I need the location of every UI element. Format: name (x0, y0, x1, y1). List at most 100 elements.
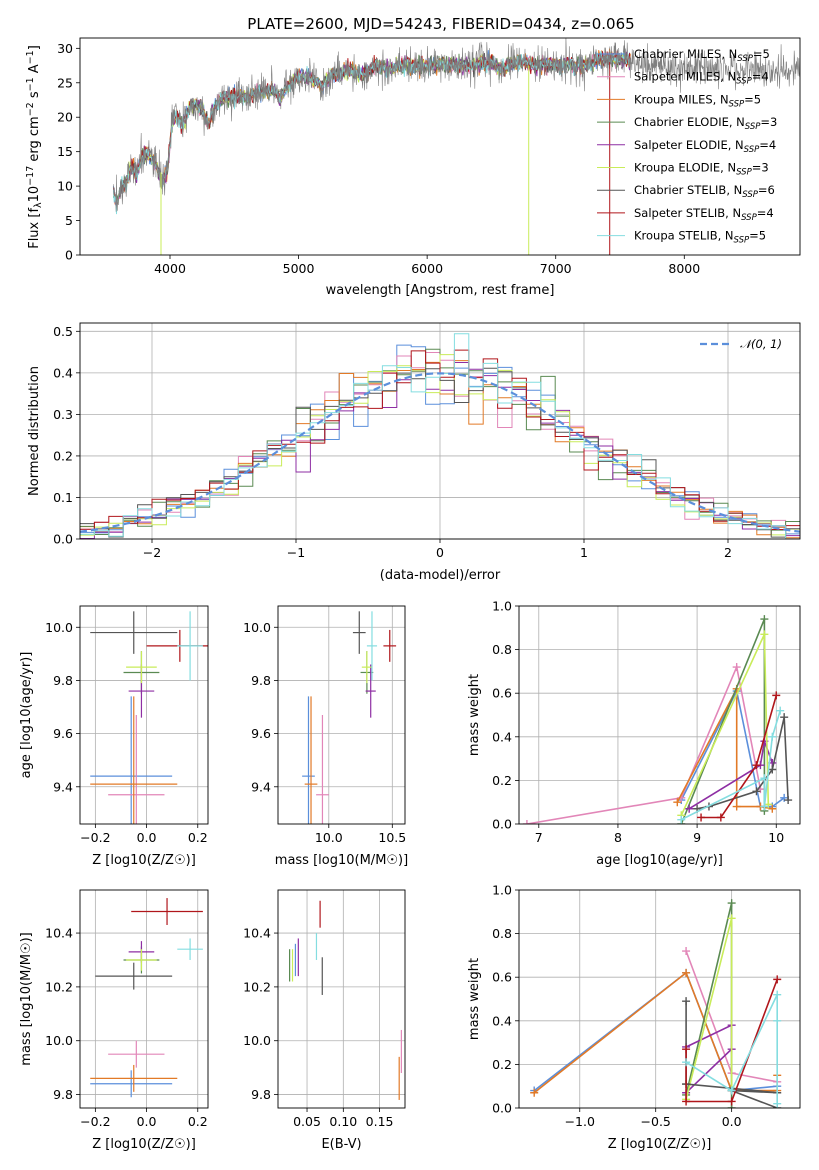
histogram-step (80, 333, 800, 539)
legend-label: Kroupa STELIB, NSSP=5 (634, 229, 766, 246)
axis-label: mass weight (467, 958, 482, 1040)
weight-marker (773, 1099, 782, 1108)
y-tick-label: 10.4 (243, 926, 271, 941)
weight-marker (760, 630, 769, 639)
weight-marker (727, 914, 736, 923)
y-tick-label: 9.4 (53, 779, 73, 794)
plot-area (90, 898, 203, 1098)
weight-line (685, 1023, 733, 1094)
x-tick-label: 1 (580, 545, 588, 560)
y-tick-label: 0.5 (53, 324, 73, 339)
axes-frame (277, 605, 406, 825)
weight-marker (732, 663, 741, 672)
x-tick-label: 0.0 (722, 1114, 742, 1129)
panel-weight_vs_age: 7 8 9 10 0.0 0.2 0.4 0.6 0.8 1.0 age [log10(age/yr… (467, 599, 801, 868)
weight-marker (752, 787, 761, 796)
y-tick-label: 0.4 (53, 365, 73, 380)
axes-frame (79, 322, 801, 540)
legend-label: 𝒩(0, 1) (740, 337, 782, 351)
y-tick-label: 0 (65, 248, 73, 263)
y-tick-label: 10.0 (243, 620, 271, 635)
weight-marker (773, 1016, 782, 1025)
axis-label: Z [log10(Z/Z☉)] (608, 1137, 712, 1152)
y-tick-label: 9.8 (251, 1087, 271, 1102)
x-tick-label: 0.2 (188, 1114, 208, 1129)
legend-label: Salpeter ELODIE, NSSP=4 (634, 138, 776, 155)
y-tick-label: 10.0 (45, 620, 73, 635)
x-tick-label: 0.2 (188, 830, 208, 845)
y-tick-label: 0.1 (53, 490, 73, 505)
axis-label: mass [log10(M/M☉)] (19, 932, 34, 1065)
x-tick-label: 8000 (668, 261, 700, 276)
y-tick-label: 0.6 (492, 970, 512, 985)
weight-marker (768, 732, 777, 741)
y-tick-label: 10.2 (45, 979, 73, 994)
axis-label: mass [log10(M/M☉)] (275, 853, 408, 868)
legend: Chabrier MILES, NSSP=5 Salpeter MILES, NS… (597, 47, 777, 246)
x-tick-label: 7 (535, 830, 543, 845)
weight-marker (522, 820, 531, 824)
axes-frame (79, 37, 801, 256)
weight-line (680, 633, 770, 816)
plot-area (80, 333, 800, 539)
x-tick-label: 5000 (283, 261, 315, 276)
weight-line (688, 738, 774, 810)
plot-area (289, 900, 402, 1100)
legend-label: Kroupa ELODIE, NSSP=3 (634, 161, 769, 178)
legend-label: Kroupa MILES, NSSP=5 (634, 92, 761, 109)
normal-curve (80, 372, 800, 533)
weight-marker (685, 804, 694, 813)
weight-marker (697, 813, 706, 822)
weight-line (526, 664, 762, 824)
weight-marker (768, 765, 777, 774)
weight-marker (727, 1097, 736, 1106)
y-tick-label: 0.6 (492, 686, 512, 701)
figure-title: PLATE=2600, MJD=54243, FIBERID=0434, z=0… (247, 15, 634, 33)
weight-marker (727, 1086, 736, 1095)
axes-frame (277, 889, 406, 1109)
axis-label: age [log10(age/yr)] (596, 853, 723, 868)
weight-marker (752, 761, 761, 770)
axis-label: Z [log10(Z/Z☉)] (92, 853, 196, 868)
y-tick-label: 9.8 (53, 1087, 73, 1102)
data-spectrum-line (113, 38, 800, 212)
weight-marker (682, 1058, 691, 1067)
plot-area (112, 38, 800, 255)
x-tick-label: 8 (614, 830, 622, 845)
x-tick-label: 0.05 (293, 1114, 321, 1129)
y-tick-label: 10.4 (45, 926, 73, 941)
weight-marker (773, 975, 782, 984)
weight-marker (760, 802, 769, 811)
axes-frame (79, 605, 209, 825)
y-tick-label: 10.0 (243, 1033, 271, 1048)
legend: 𝒩(0, 1) (700, 337, 782, 351)
legend-label: Salpeter STELIB, NSSP=4 (634, 206, 774, 223)
panel-weight_vs_Z: −1.0 −0.5 0.0 0.0 0.2 0.4 0.6 0.8 1.0 Z [log10(Z/… (467, 883, 801, 1152)
x-tick-label: 4000 (154, 261, 186, 276)
y-tick-label: 9.6 (53, 726, 73, 741)
x-tick-label: −0.2 (80, 1114, 110, 1129)
axes-frame (518, 889, 801, 1109)
weight-marker (677, 815, 686, 824)
y-tick-label: 9.8 (53, 673, 73, 688)
y-tick-label: 9.6 (251, 726, 271, 741)
axis-label: mass weight (467, 674, 482, 756)
weight-marker (682, 997, 691, 1006)
legend-label: Chabrier ELODIE, NSSP=3 (634, 115, 777, 132)
x-tick-label: 0.0 (137, 1114, 157, 1129)
weight-marker (682, 1045, 691, 1054)
y-tick-label: 9.8 (251, 673, 271, 688)
x-tick-label: 0.0 (137, 830, 157, 845)
x-tick-label: 10.0 (315, 830, 343, 845)
weight-marker (776, 706, 785, 715)
y-tick-label: 0.4 (492, 1013, 512, 1028)
y-tick-label: 0.8 (492, 926, 512, 941)
weight-marker (773, 990, 782, 999)
weight-marker (784, 796, 793, 805)
plot-area (302, 611, 397, 824)
weight-marker (727, 899, 736, 908)
y-tick-label: 1.0 (492, 599, 512, 614)
x-tick-label: −1.0 (565, 1114, 595, 1129)
weight-marker (530, 1088, 539, 1097)
